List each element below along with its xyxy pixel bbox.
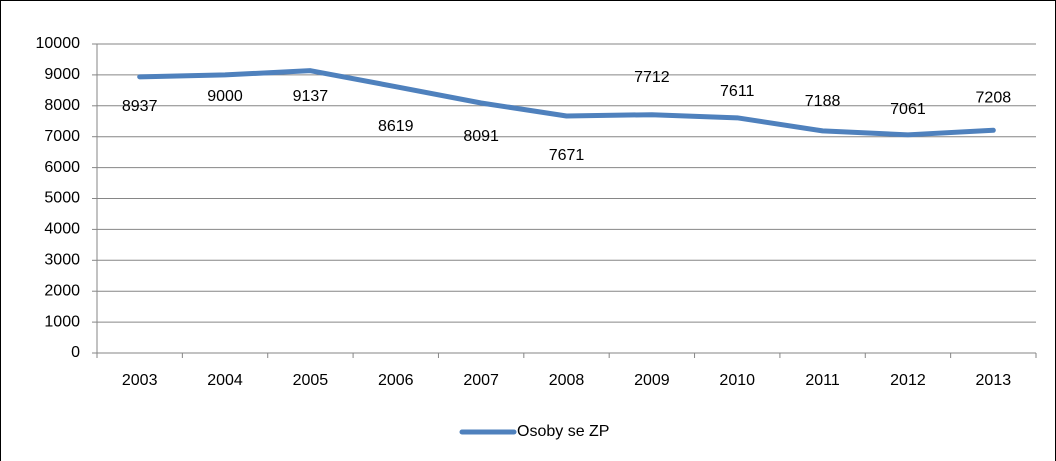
y-tick-label: 7000	[44, 128, 80, 145]
data-label: 7611	[720, 83, 755, 100]
x-tick-label: 2008	[549, 372, 585, 389]
data-label: 8091	[463, 128, 499, 145]
y-tick-label: 5000	[44, 190, 80, 207]
data-label: 7712	[634, 69, 670, 86]
series-line	[137, 68, 996, 138]
data-label: 7061	[890, 101, 926, 118]
y-tick-label: 1000	[44, 313, 80, 330]
data-label: 7671	[549, 147, 585, 164]
data-label: 8619	[378, 118, 414, 135]
y-tick-label: 8000	[44, 97, 80, 114]
data-label: 7208	[976, 89, 1012, 106]
x-tick-label: 2013	[976, 372, 1012, 389]
data-label: 7188	[805, 93, 841, 110]
x-tick-label: 2004	[207, 372, 243, 389]
x-tick-label: 2012	[890, 372, 926, 389]
x-tick-label: 2003	[122, 372, 158, 389]
data-label: 9137	[293, 88, 329, 105]
y-tick-label: 6000	[44, 159, 80, 176]
x-tick-label: 2007	[463, 372, 499, 389]
data-label: 8937	[122, 98, 158, 115]
x-tick-label: 2005	[293, 372, 329, 389]
y-tick-label: 2000	[44, 282, 80, 299]
y-tick-label: 4000	[44, 221, 80, 238]
x-tick-label: 2009	[634, 372, 670, 389]
x-tick-label: 2006	[378, 372, 414, 389]
legend-label: Osoby se ZP	[517, 423, 609, 440]
x-tick-label: 2010	[719, 372, 755, 389]
y-tick-label: 0	[71, 344, 80, 361]
y-tick-label: 3000	[44, 252, 80, 269]
y-tick-label: 9000	[44, 66, 80, 83]
x-tick-label: 2011	[805, 372, 840, 389]
y-tick-label: 10000	[36, 35, 81, 52]
data-label: 9000	[207, 88, 243, 105]
